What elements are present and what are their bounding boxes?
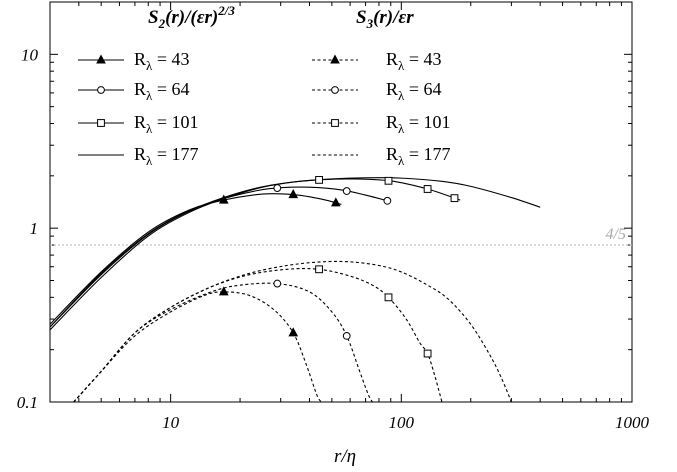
series-line-s3-triangle [73, 291, 322, 402]
legend-label: Rλ = 101 [386, 112, 450, 136]
legend-label: Rλ = 43 [386, 49, 441, 73]
legend-marker-square [331, 119, 339, 127]
series-marker-square [423, 349, 432, 358]
x-axis-label: r/η [334, 446, 356, 467]
legend-marker-triangle [96, 54, 106, 64]
series-line-s2-triangle [50, 193, 342, 325]
legend-heading-s2: S2(r)/(εr)2/3 [148, 3, 235, 31]
y-tick-label: 0.1 [17, 393, 38, 412]
series-marker-triangle [218, 194, 229, 204]
x-tick-label: 1000 [615, 413, 650, 432]
series-lines [50, 177, 541, 402]
legend-marker-triangle [330, 54, 340, 64]
axis-ticks [49, 1, 633, 403]
series-line-s3-none [73, 260, 512, 402]
legend-marker-circle [331, 86, 339, 94]
series-marker-circle [342, 332, 351, 340]
series-line-s3-circle [73, 282, 373, 402]
series-line-s2-square [50, 178, 461, 328]
series-marker-square [315, 175, 323, 184]
series-marker-triangle [330, 197, 341, 207]
series-marker-triangle [218, 286, 229, 296]
legend-label: Rλ = 101 [134, 112, 198, 136]
legend-label: Rλ = 43 [134, 49, 189, 73]
legend-marker-square [97, 119, 105, 127]
legend-marker-circle [97, 86, 105, 94]
x-tick-label: 10 [162, 413, 180, 432]
series-line-s2-none [50, 177, 541, 331]
series-marker-circle [273, 184, 282, 192]
legend-label: Rλ = 177 [134, 144, 198, 168]
series-marker-square [384, 176, 393, 185]
series-markers [218, 175, 459, 358]
legend-label: Rλ = 64 [134, 79, 189, 103]
series-marker-circle [383, 196, 392, 205]
axis-tick-labels: 10 100 1000 0.1 1 10 [17, 45, 650, 432]
y-tick-label: 10 [21, 45, 39, 64]
series-marker-circle [273, 279, 282, 288]
series-marker-square [384, 293, 393, 302]
plot-frame [49, 1, 633, 403]
y-tick-label: 1 [30, 219, 39, 238]
series-line-s2-circle [50, 186, 391, 328]
x-tick-label: 100 [389, 413, 415, 432]
series-line-s3-square [73, 267, 443, 402]
series-marker-square [423, 185, 432, 193]
series-marker-triangle [288, 327, 299, 337]
reference-line-label: 4/5 [606, 226, 626, 243]
series-marker-triangle [288, 189, 299, 199]
series-marker-square [315, 265, 323, 274]
series-marker-circle [342, 187, 351, 195]
legend-heading-s3: S3(r)/εr [356, 7, 414, 31]
legend-label: Rλ = 64 [386, 79, 441, 103]
legend: S2(r)/(εr)2/3 S3(r)/εr Rλ = 43 Rλ = 64 Rλ … [78, 3, 450, 168]
legend-label: Rλ = 177 [386, 144, 450, 168]
series-marker-square [450, 194, 459, 203]
